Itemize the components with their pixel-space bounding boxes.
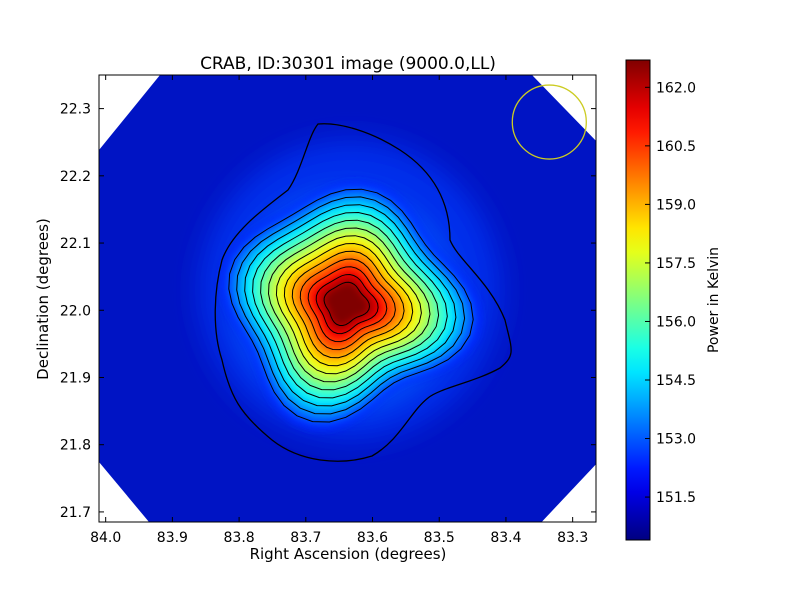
- colorbar-label: Power in Kelvin: [706, 247, 722, 353]
- colorbar-tick-label: 154.5: [656, 373, 696, 389]
- y-tick-label: 22.0: [60, 303, 91, 319]
- outer-contour: [214, 123, 512, 462]
- x-tick-label: 83.6: [357, 530, 388, 546]
- colorbar-tick-label: 162.0: [656, 80, 696, 96]
- heat-blob: [220, 181, 482, 430]
- contour-line: [275, 235, 422, 375]
- y-tick-label: 22.3: [60, 102, 91, 118]
- contour-line: [307, 266, 388, 343]
- contour-line: [244, 204, 457, 407]
- y-axis-label: Declination (degrees): [34, 218, 52, 380]
- x-tick-label: 83.7: [290, 530, 321, 546]
- contour-line: [260, 219, 440, 391]
- colorbar-tick-label: 156.0: [656, 314, 696, 330]
- contour-lines: [228, 188, 474, 423]
- contour-line: [283, 242, 414, 367]
- contour-line: [299, 258, 396, 351]
- contour-line: [228, 188, 474, 423]
- beam-circle: [511, 84, 587, 160]
- chart-title: CRAB, ID:30301 image (9000.0,LL): [200, 54, 496, 74]
- x-tick-label: 83.5: [424, 530, 455, 546]
- x-axis-ticks: 84.0 83.9 83.8 83.7 83.6 83.5 83.4 83.3: [90, 75, 588, 546]
- contour-line: [323, 281, 371, 326]
- colorbar-tick-label: 151.5: [656, 490, 696, 506]
- contour-line: [315, 273, 379, 335]
- contour-line: [252, 211, 448, 399]
- y-tick-label: 21.7: [60, 505, 91, 521]
- x-tick-label: 83.8: [224, 530, 255, 546]
- colorbar: [625, 59, 651, 541]
- y-axis-ticks: 21.7 21.8 21.9 22.0 22.1 22.2 22.3: [60, 102, 596, 521]
- x-tick-label: 83.3: [557, 530, 588, 546]
- plot-frame: [98, 74, 597, 523]
- x-axis-label: Right Ascension (degrees): [250, 545, 447, 563]
- x-tick-label: 83.4: [490, 530, 521, 546]
- x-tick-label: 83.9: [157, 530, 188, 546]
- y-tick-label: 21.9: [60, 370, 91, 386]
- colorbar-tick-label: 157.5: [656, 256, 696, 272]
- contour-line: [291, 250, 405, 359]
- colorbar-tick-label: 160.5: [656, 139, 696, 155]
- contour-line: [267, 227, 431, 383]
- y-tick-label: 21.8: [60, 438, 91, 454]
- heat-level: [324, 282, 370, 326]
- colorbar-ticks: 151.5 153.0 154.5 156.0 157.5 159.0 160.5 162.0: [645, 80, 696, 506]
- y-tick-label: 22.2: [60, 169, 91, 185]
- x-tick-label: 84.0: [90, 530, 121, 546]
- colorbar-tick-label: 159.0: [656, 197, 696, 213]
- contour-line: [236, 196, 466, 415]
- colorbar-tick-label: 153.0: [656, 432, 696, 448]
- y-tick-label: 22.1: [60, 236, 91, 252]
